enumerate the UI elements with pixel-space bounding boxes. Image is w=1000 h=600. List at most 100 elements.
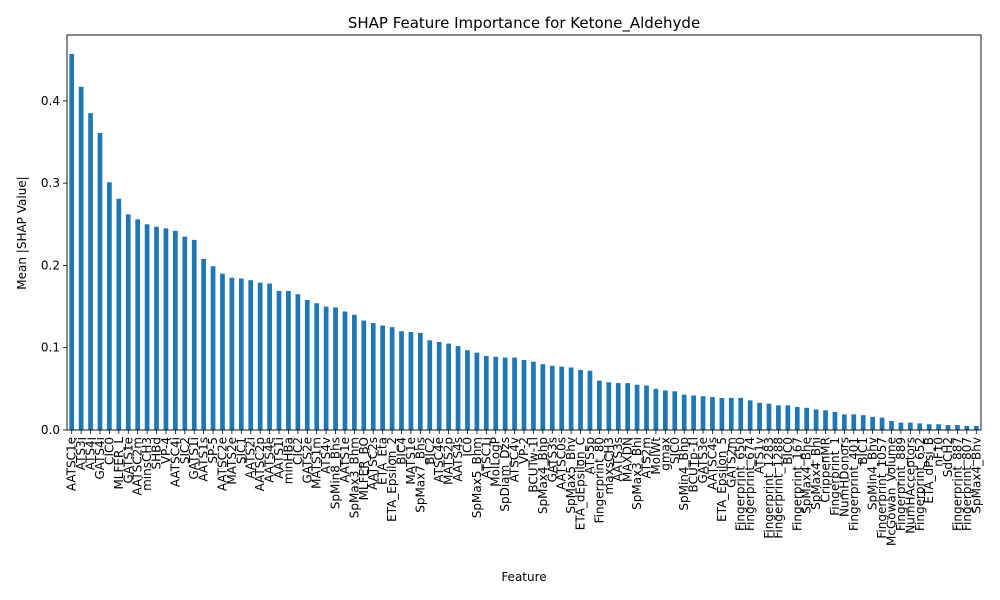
bar-VP-2	[521, 360, 527, 430]
y-tick-label: 0.1	[41, 341, 60, 355]
bar-SpMin4_Bhv	[870, 416, 875, 430]
x-tick-label: AATS1s	[197, 437, 211, 482]
x-tick-label: SIC2	[178, 437, 192, 464]
bar-maxsCH3	[606, 382, 612, 430]
x-tick-label: BIC0	[781, 437, 795, 465]
x-tick-label: SpMax3_Bhm	[347, 437, 361, 518]
x-tick-label: ATS3i	[74, 437, 88, 470]
bar-Fingerprint_650	[738, 397, 744, 430]
x-tick-label: Fingerprint_807	[960, 437, 974, 531]
x-tick-label: AATS1e	[338, 437, 352, 483]
x-tick-label: nF10	[932, 437, 946, 467]
bar-minHBa	[286, 290, 291, 430]
x-tick-label: GATS4i	[93, 437, 107, 480]
chart-title: SHAP Feature Importance for Ketone_Aldeh…	[348, 14, 700, 33]
x-tick-label: SpMin4_Bhp	[677, 437, 691, 511]
x-tick-label: BIC2	[423, 437, 437, 465]
x-tick-label: AATS3s	[611, 437, 625, 482]
x-tick-label: AATS4e	[263, 437, 277, 483]
x-tick-label: ETA_Epsilon_5	[715, 437, 729, 522]
bar-MolWt	[653, 388, 659, 430]
bar-SpMax4_Bhe	[804, 407, 810, 430]
x-tick-label: NumHAcceptors	[903, 437, 917, 534]
bar-BCUTw-1l	[531, 361, 536, 430]
bar-AATSC4i	[173, 230, 178, 430]
bar-MATS2e	[229, 277, 235, 430]
bar-ATS4i	[88, 113, 93, 431]
bar-AATSC2s	[370, 323, 376, 430]
bar-SIC1	[238, 278, 244, 430]
bar-Fingerprint_1288	[776, 405, 781, 430]
bar-ATSC4e	[436, 341, 442, 430]
bar-nF10	[936, 424, 941, 430]
x-tick-label: SP-5	[206, 437, 220, 464]
bar-CIC0	[107, 182, 112, 430]
bar-Fingerprint_401	[851, 414, 857, 430]
bar-Fingerprint_674	[747, 400, 753, 431]
x-tick-label: SpMax4_Bhi	[809, 437, 823, 510]
bar-Fingerprint_887	[955, 425, 960, 430]
bar-BIC2	[427, 340, 433, 430]
bar-GATS3s	[549, 365, 555, 430]
y-tick-label: 0.0	[41, 423, 60, 437]
x-tick-label: SpDiam_Dzs	[498, 437, 512, 512]
bar-AATSC2e	[220, 273, 225, 430]
x-tick-label: ETA_dEpsilon_C	[574, 437, 588, 530]
bar-Fingerprint_80	[597, 380, 602, 431]
bar-SIC0	[672, 391, 678, 430]
x-tick-label: gmax	[658, 437, 672, 471]
x-tick-label: BCUTw-1l	[526, 437, 540, 493]
bar-GATS4i	[97, 132, 103, 430]
x-tick-label: Fingerprint_889	[894, 437, 908, 531]
x-tick-label: maxsCH3	[602, 437, 616, 494]
x-tick-label: ATS4v	[319, 437, 333, 474]
bar-SpMin8_Bhs	[333, 307, 338, 430]
bar-ETA_Eta	[380, 325, 386, 430]
x-tick-label: MATS1e	[404, 437, 418, 485]
x-tick-label: AATSC1e	[65, 437, 79, 491]
bar-ATS4v	[323, 306, 329, 430]
bar-SHBd	[154, 226, 159, 430]
x-tick-label: SpMax4_Bhp	[536, 437, 550, 514]
x-tick-label: SpMax3_Bhi	[630, 437, 644, 510]
bar-MLFER_BO	[361, 320, 367, 430]
bar-AATSC1e	[69, 53, 75, 431]
bar-Fingerprint_652	[917, 423, 923, 430]
x-tick-label: McGowan_Volume	[884, 437, 898, 546]
x-tick-label: VP-4	[159, 437, 173, 464]
x-tick-label: Fingerprint_887	[950, 437, 964, 531]
x-tick-label: AATSC4s	[705, 437, 719, 490]
bar-MolLogP	[493, 356, 499, 430]
x-tick-label: AATS2i	[244, 437, 258, 479]
bar-BIC4	[399, 331, 404, 430]
bar-AATS4s	[455, 346, 461, 430]
bar-MATS1m	[314, 303, 320, 430]
bar-MATS1e	[408, 332, 414, 430]
x-tick-label: Fingerprint_1288	[771, 437, 785, 539]
bar-NumHAcceptors	[907, 422, 913, 430]
x-tick-label: SpMax4_Bhe	[800, 437, 814, 514]
x-tick-label: MATS2p	[442, 437, 456, 485]
bar-minsCH3	[144, 224, 150, 430]
x-tick-label: ATS1v	[753, 437, 767, 474]
bar-AATS2i	[248, 280, 254, 430]
bar-AATS1s	[201, 258, 206, 430]
x-tick-label: SpMin4_Bhv	[866, 437, 880, 510]
x-tick-label: ATS4i	[84, 437, 98, 470]
bar-MAXDN	[625, 383, 630, 430]
x-tick-label: AATS1i	[272, 437, 286, 479]
bar-GATS2e	[304, 299, 310, 430]
y-axis: 0.0 0.1 0.2 0.3 0.4	[41, 94, 67, 437]
x-axis-label: Feature	[501, 570, 546, 584]
bar-CIC2	[295, 294, 301, 430]
bar-BCUTp-1l	[691, 395, 696, 430]
x-tick-label: ATSC4e	[432, 437, 446, 483]
x-tick-label: BIC4	[395, 437, 409, 465]
x-tick-label: SpMax4_Bhv	[969, 437, 983, 514]
x-tick-label: AATSC4i	[168, 437, 182, 487]
bar-SpDiam_Dzs	[502, 357, 508, 430]
y-axis-label: Mean |SHAP Value|	[15, 176, 29, 289]
bar-Fingerprint_1057	[879, 417, 885, 430]
bar-GATS1e	[125, 214, 131, 430]
